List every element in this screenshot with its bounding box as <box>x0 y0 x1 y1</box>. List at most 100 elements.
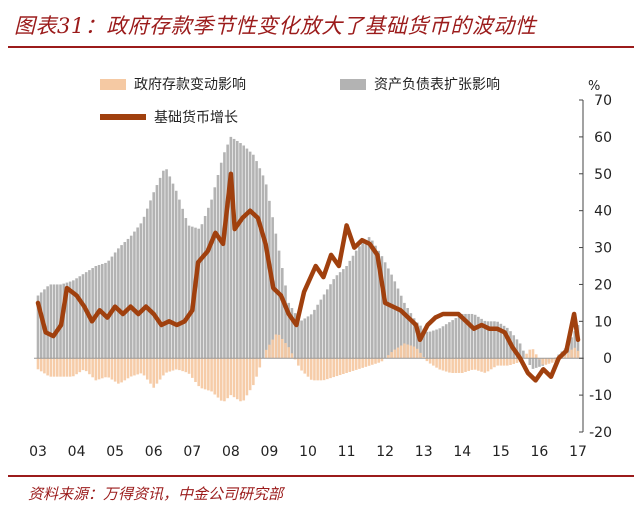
balance-sheet-bar <box>325 289 329 359</box>
source-note: 资料来源：万得资讯，中金公司研究部 <box>28 485 284 503</box>
government-deposit-bar <box>377 358 381 363</box>
government-deposit-bar <box>168 358 172 372</box>
balance-sheet-bar <box>84 272 88 359</box>
government-deposit-bar <box>162 358 165 376</box>
balance-sheet-bar <box>210 199 213 359</box>
government-deposit-bar <box>223 358 226 402</box>
government-deposit-bar <box>316 358 319 381</box>
balance-sheet-bar <box>422 328 426 359</box>
government-deposit-bar <box>563 355 567 359</box>
balance-sheet-bar <box>242 145 246 359</box>
balance-sheet-bar <box>467 313 471 359</box>
balance-sheet-bar <box>226 144 229 359</box>
title-bar: 图表31：政府存款季节性变化放大了基础货币的波动性 <box>0 0 640 52</box>
balance-sheet-bar <box>306 316 310 359</box>
government-deposit-bar <box>460 358 464 373</box>
government-deposit-bar <box>200 358 204 389</box>
government-deposit-bar <box>544 358 548 365</box>
government-deposit-bar <box>274 334 278 359</box>
government-deposit-bar <box>242 358 246 401</box>
y-tick-label: 60 <box>594 130 612 146</box>
government-deposit-bar <box>422 356 426 359</box>
x-tick-label: 04 <box>68 444 86 460</box>
government-deposit-bar <box>412 346 416 359</box>
balance-sheet-bar <box>207 207 210 359</box>
x-tick-label: 05 <box>106 444 124 460</box>
balance-sheet-bar <box>136 227 139 359</box>
legend-label-balance-sheet: 资产负债表扩张影响 <box>374 77 500 93</box>
government-deposit-bar <box>39 358 43 372</box>
government-deposit-bar <box>277 334 281 359</box>
government-deposit-bar <box>113 358 117 382</box>
x-tick-label: 06 <box>145 444 163 460</box>
government-deposit-bar <box>91 358 94 378</box>
balance-sheet-bar <box>515 339 519 359</box>
balance-sheet-bar <box>316 304 319 359</box>
balance-sheet-bar <box>313 309 316 359</box>
balance-sheet-bar <box>502 325 506 359</box>
balance-sheet-bar <box>252 154 255 359</box>
government-deposit-bar <box>252 358 255 386</box>
balance-sheet-bar <box>454 318 458 359</box>
balance-sheet-bar <box>335 275 339 359</box>
government-deposit-bar <box>152 358 156 388</box>
balance-sheet-bar <box>409 313 413 359</box>
balance-sheet-bar <box>268 200 271 359</box>
government-deposit-bar <box>354 358 358 370</box>
balance-sheet-bar <box>68 281 72 359</box>
balance-sheet-bar <box>255 161 258 359</box>
government-deposit-bar <box>123 358 127 381</box>
government-deposit-bar <box>393 349 397 359</box>
balance-sheet-bar <box>219 162 223 359</box>
government-deposit-bar <box>483 358 487 373</box>
government-deposit-bar <box>284 343 287 359</box>
legend-swatch-balance-sheet <box>340 78 366 90</box>
balance-sheet-bar <box>358 246 361 359</box>
balance-sheet-bar <box>223 152 226 359</box>
balance-sheet-bar <box>203 215 207 359</box>
government-deposit-bar <box>480 358 483 372</box>
balance-sheet-bar <box>435 329 438 359</box>
government-deposit-bar <box>329 358 332 379</box>
balance-sheet-bar <box>129 235 133 359</box>
balance-sheet-bar <box>441 326 445 359</box>
balance-sheet-bar <box>280 268 284 359</box>
government-deposit-bar <box>110 358 114 380</box>
balance-sheet-bar <box>75 278 78 359</box>
x-tick-label: 16 <box>531 444 549 460</box>
balance-sheet-bar <box>444 324 448 359</box>
government-deposit-bar <box>406 344 409 359</box>
balance-sheet-bar <box>229 136 233 359</box>
balance-sheet-bar <box>126 238 130 359</box>
government-deposit-bar <box>441 358 445 371</box>
government-deposit-bar <box>502 358 506 366</box>
government-deposit-bar <box>88 358 91 375</box>
government-deposit-bar <box>374 358 377 364</box>
balance-sheet-bar <box>332 279 336 359</box>
legend-label-government-deposit: 政府存款变动影响 <box>134 77 246 93</box>
balance-sheet-bar <box>460 313 464 359</box>
balance-sheet-bar <box>245 148 249 359</box>
government-deposit-bar <box>477 358 480 371</box>
government-deposit-bar <box>448 358 451 373</box>
balance-sheet-bar <box>364 240 368 359</box>
balance-sheet-bar <box>258 168 262 359</box>
y-tick-label: -10 <box>589 388 612 404</box>
x-tick-label: 17 <box>569 444 587 460</box>
government-deposit-bar <box>219 358 223 401</box>
government-deposit-bar <box>505 358 509 366</box>
government-deposit-bar <box>322 358 326 381</box>
balance-sheet-bar <box>493 321 496 359</box>
balance-sheet-bar <box>361 243 364 359</box>
government-deposit-bar <box>351 358 355 371</box>
government-deposit-bar <box>81 358 85 371</box>
government-deposit-bar <box>203 358 207 390</box>
y-axis: -20 -10 0 10 20 30 40 50 60 70 <box>579 93 612 441</box>
balance-sheet-bar <box>184 218 188 359</box>
government-deposit-bar <box>139 358 143 374</box>
government-deposit-bar <box>380 358 384 362</box>
balance-sheet-bar <box>438 328 442 359</box>
balance-sheet-bar <box>120 245 123 359</box>
government-deposit-bar <box>258 358 262 368</box>
